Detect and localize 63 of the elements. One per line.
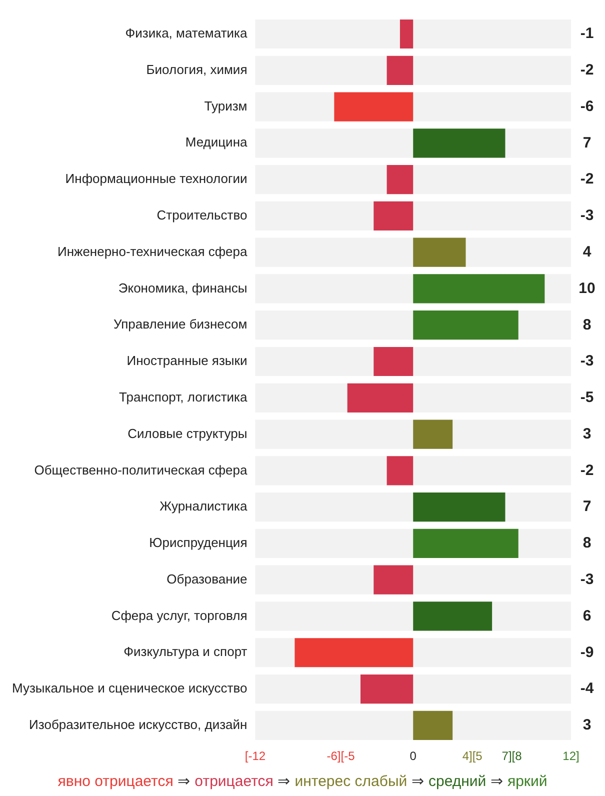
bar — [413, 492, 506, 522]
data-label: -2 — [580, 170, 594, 188]
y-tick-label: Изобразительное искусство, дизайн — [29, 716, 248, 732]
y-tick-label: Сфера услуг, торговля — [111, 608, 248, 623]
data-label: -3 — [580, 352, 594, 370]
bar — [413, 420, 453, 449]
y-tick-label: Медицина — [185, 134, 248, 150]
data-label: -3 — [580, 570, 594, 588]
x-tick-label: 0 — [410, 749, 417, 764]
bar — [386, 456, 414, 486]
data-label: 6 — [582, 607, 592, 624]
data-label: -3 — [580, 207, 594, 224]
y-tick-label: Биология, химия — [146, 62, 248, 77]
y-tick-label: Музыкальное и сценическое искусство — [12, 680, 248, 696]
data-label: -6 — [580, 98, 594, 115]
data-label: -2 — [580, 62, 594, 79]
bar — [374, 565, 414, 594]
data-label: -4 — [580, 680, 594, 698]
y-tick-label: Образование — [166, 571, 248, 586]
y-tick-label: Строительство — [156, 208, 248, 223]
data-label: -9 — [580, 644, 594, 661]
y-tick-label: Общественно-политическая сфера — [34, 462, 248, 478]
y-tick-label: Иностранные языки — [126, 353, 248, 368]
bar — [413, 602, 492, 631]
data-label: 3 — [582, 425, 592, 442]
bar — [386, 56, 414, 85]
y-tick-label: Транспорт, логистика — [119, 389, 248, 404]
y-tick-label: Экономика, финансы — [118, 280, 248, 296]
data-label: 7 — [582, 134, 592, 152]
bar — [374, 201, 414, 230]
data-label: -2 — [580, 462, 594, 479]
bar — [334, 92, 414, 122]
y-tick-label: Силовые структуры — [128, 426, 248, 441]
bar — [400, 19, 414, 49]
bar — [413, 710, 453, 740]
y-tick-label: Юриспруденция — [149, 535, 248, 550]
text: явно отрицается ⇒ отрицается ⇒ интерес слабый ⇒ средний ⇒ яркий — [58, 773, 548, 790]
x-tick-label: 7][8 — [502, 749, 522, 764]
bar — [386, 165, 414, 194]
y-tick-label: Журналистика — [160, 498, 248, 514]
y-tick-label: Физкультура и спорт — [124, 644, 248, 660]
bar — [413, 238, 466, 267]
x-tick-label: [-12 — [244, 749, 266, 764]
data-label: 10 — [578, 280, 596, 297]
bar — [347, 383, 414, 412]
data-label: -5 — [580, 389, 594, 406]
bar — [413, 128, 506, 158]
y-tick-label: Физика, математика — [125, 26, 248, 41]
x-tick-label: -6][-5 — [326, 749, 356, 764]
data-label: 8 — [582, 316, 592, 334]
y-tick-label: Инженерно-техническая сфера — [57, 244, 248, 259]
y-tick-label: Информационные технологии — [65, 171, 248, 186]
bar — [360, 674, 414, 704]
x-tick-label: 4][5 — [462, 749, 483, 764]
data-label: -1 — [580, 25, 594, 42]
data-label: 8 — [582, 534, 592, 552]
bar — [374, 346, 414, 376]
y-tick-label: Управление бизнесом — [113, 316, 248, 332]
data-label: 7 — [582, 498, 592, 516]
data-label: 3 — [582, 716, 592, 734]
y-tick-label: Туризм — [204, 98, 248, 114]
x-tick-label: 12] — [562, 749, 580, 764]
data-label: 4 — [582, 243, 592, 260]
